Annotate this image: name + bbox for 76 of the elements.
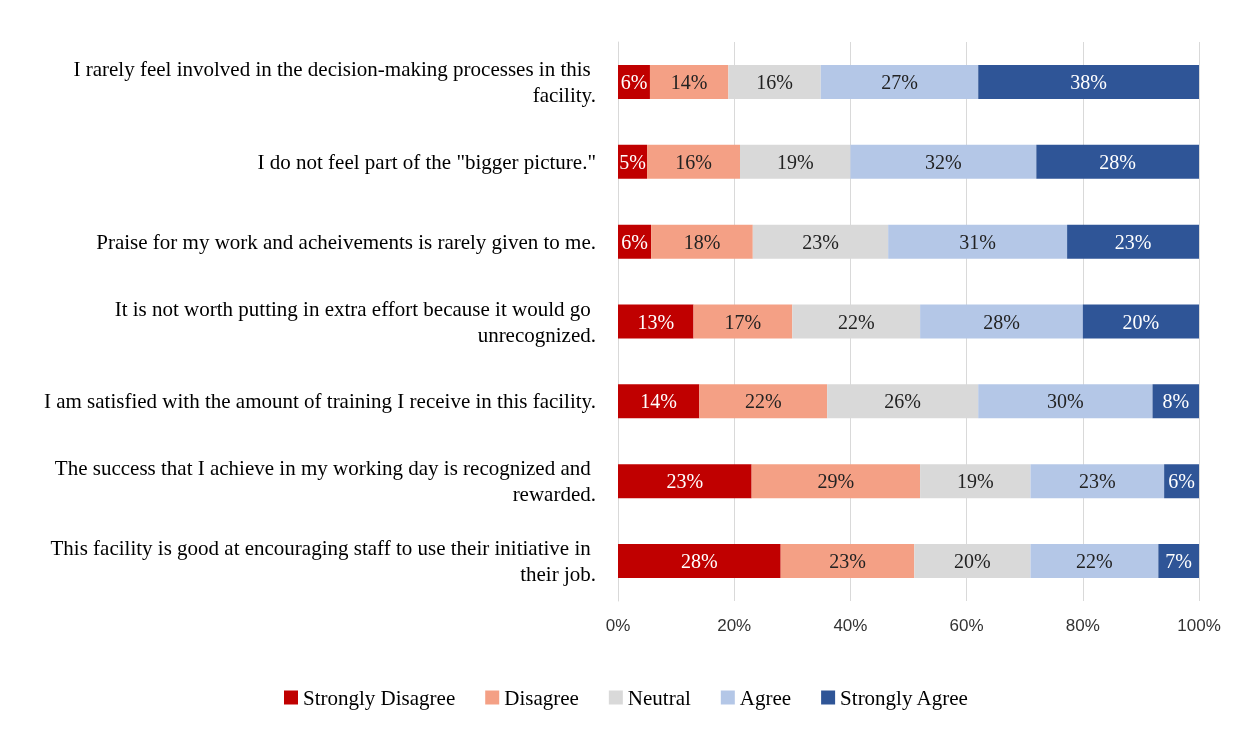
bar bbox=[618, 384, 700, 419]
legend-label: Disagree bbox=[504, 685, 579, 710]
data-label: 28% bbox=[681, 550, 718, 573]
data-label: 7% bbox=[1165, 550, 1192, 573]
data-label: 23% bbox=[1078, 470, 1116, 493]
data-label: 19% bbox=[956, 470, 994, 493]
bar bbox=[888, 224, 1068, 259]
data-label: 20% bbox=[1122, 310, 1160, 333]
data-label: 28% bbox=[983, 310, 1020, 333]
bar bbox=[651, 224, 753, 259]
x-tick-label: 100% bbox=[1177, 616, 1221, 635]
data-label: 31% bbox=[959, 230, 996, 253]
data-label: 19% bbox=[776, 150, 814, 173]
legend-label: Neutral bbox=[627, 685, 691, 710]
data-label: 26% bbox=[884, 390, 922, 413]
x-tick-label: 80% bbox=[1065, 616, 1100, 635]
bar bbox=[699, 384, 828, 419]
bar bbox=[618, 544, 781, 579]
data-label: 16% bbox=[675, 150, 712, 173]
bar bbox=[693, 304, 793, 339]
bar bbox=[1067, 224, 1199, 259]
x-tick-label: 60% bbox=[949, 616, 984, 635]
bar bbox=[920, 304, 1083, 339]
y-tick-label: It is not worth putting in extra effort because it would go unrecognized. bbox=[114, 296, 596, 347]
data-label: 17% bbox=[724, 310, 762, 333]
data-label: 18% bbox=[683, 230, 721, 253]
legend-label: Strongly Agree bbox=[840, 685, 968, 710]
bar bbox=[1036, 144, 1199, 179]
data-label: 32% bbox=[925, 150, 962, 173]
bar bbox=[618, 464, 752, 499]
bar bbox=[850, 144, 1037, 179]
bar bbox=[647, 144, 741, 179]
y-tick-label: I rarely feel involved in the decision-making processes in this facility. bbox=[73, 56, 596, 107]
data-label: 14% bbox=[670, 70, 708, 93]
data-label: 6% bbox=[621, 230, 648, 253]
data-label: 23% bbox=[802, 230, 839, 253]
x-tick-label: 40% bbox=[833, 616, 868, 635]
data-label: 22% bbox=[744, 390, 782, 413]
bar bbox=[649, 64, 729, 99]
bar bbox=[780, 544, 915, 579]
data-label: 27% bbox=[881, 70, 918, 93]
bar bbox=[978, 384, 1153, 419]
bar bbox=[751, 464, 921, 499]
data-label: 23% bbox=[666, 470, 704, 493]
legend-label: Agree bbox=[739, 685, 792, 710]
data-label: 14% bbox=[640, 390, 678, 413]
data-label: 6% bbox=[620, 70, 648, 93]
data-label: 13% bbox=[637, 310, 675, 333]
bar bbox=[740, 144, 851, 179]
y-tick-label: The success that I achieve in my working day is recognized and rewarded. bbox=[54, 456, 596, 507]
bar bbox=[978, 64, 1199, 99]
bar bbox=[618, 304, 694, 339]
bar bbox=[820, 64, 979, 99]
data-label: 8% bbox=[1162, 390, 1190, 413]
data-label: 6% bbox=[1168, 470, 1195, 493]
data-label: 23% bbox=[1114, 230, 1152, 253]
data-label: 29% bbox=[817, 470, 855, 493]
data-label: 20% bbox=[954, 550, 991, 573]
data-label: 22% bbox=[1076, 550, 1113, 573]
data-label: 5% bbox=[619, 150, 646, 173]
data-label: 28% bbox=[1099, 150, 1136, 173]
legend-label: Strongly Disagree bbox=[303, 685, 456, 710]
data-label: 22% bbox=[837, 310, 875, 333]
bar bbox=[1082, 304, 1199, 339]
bar bbox=[1030, 464, 1165, 499]
y-tick-label: I am satisfied with the amount of training I receive in this facility. bbox=[43, 389, 596, 414]
y-tick-label: I do not feel part of the "bigger picture." bbox=[257, 149, 596, 174]
x-tick-label: 0% bbox=[605, 616, 631, 635]
data-label: 38% bbox=[1070, 70, 1107, 93]
data-label: 23% bbox=[829, 550, 866, 573]
bar bbox=[1030, 544, 1159, 579]
data-label: 30% bbox=[1047, 390, 1084, 413]
y-tick-label: This facility is good at encouraging staff to use their initiative in their job. bbox=[50, 536, 596, 587]
y-tick-label: Praise for my work and acheivements is rarely given to me. bbox=[96, 229, 596, 254]
data-label: 16% bbox=[756, 70, 793, 93]
x-tick-label: 20% bbox=[717, 616, 752, 635]
